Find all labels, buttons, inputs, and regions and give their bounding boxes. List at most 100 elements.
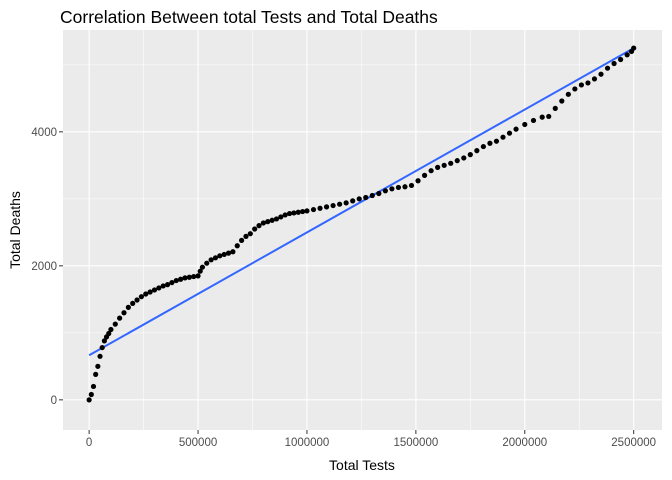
data-point	[106, 330, 112, 337]
y-tick-label: 2000	[31, 261, 57, 273]
data-point	[93, 371, 99, 377]
data-point	[522, 121, 528, 128]
data-point	[230, 249, 236, 255]
data-point	[500, 134, 506, 140]
data-point	[99, 344, 105, 351]
data-point	[95, 363, 101, 369]
data-point	[88, 391, 94, 398]
x-tick-label: 2500000	[611, 437, 656, 449]
data-point	[191, 273, 197, 280]
data-point	[343, 200, 349, 206]
data-point	[585, 80, 591, 86]
data-point	[506, 130, 513, 136]
data-point	[304, 208, 310, 214]
data-point	[376, 190, 382, 197]
data-point	[461, 155, 467, 161]
data-point	[363, 194, 369, 201]
data-point	[90, 383, 97, 390]
data-point	[291, 210, 297, 216]
data-point	[265, 219, 271, 225]
data-point	[121, 310, 127, 316]
data-point	[467, 152, 473, 158]
data-point	[310, 206, 317, 213]
data-point	[631, 45, 637, 51]
trend-line	[88, 47, 635, 357]
data-point	[173, 277, 179, 284]
data-point	[441, 162, 447, 168]
plot-panel	[63, 30, 662, 430]
data-point	[151, 287, 158, 293]
data-point	[212, 255, 219, 261]
data-point	[178, 276, 184, 282]
data-point	[225, 250, 232, 256]
data-point	[97, 353, 103, 359]
data-point	[546, 113, 552, 120]
data-point	[101, 338, 107, 344]
data-point	[204, 260, 210, 266]
data-point	[273, 216, 280, 222]
data-point	[278, 214, 284, 220]
data-point	[164, 282, 171, 288]
data-point	[147, 289, 153, 295]
data-point	[382, 188, 388, 194]
data-point	[428, 168, 434, 174]
data-point	[208, 257, 214, 263]
minor-gridlines	[63, 30, 662, 430]
data-point	[389, 186, 395, 192]
data-point	[243, 233, 249, 239]
data-point	[134, 297, 140, 303]
data-point	[286, 210, 293, 217]
data-point	[530, 117, 537, 124]
y-axis-title: Total Deaths	[7, 191, 23, 269]
data-point	[480, 143, 486, 150]
data-point	[624, 52, 630, 58]
data-point	[186, 274, 192, 280]
data-point	[598, 71, 604, 77]
data-point	[86, 397, 92, 403]
data-point	[604, 65, 611, 71]
data-point	[108, 326, 114, 333]
data-point	[252, 226, 258, 232]
data-point	[269, 217, 275, 223]
data-point	[282, 212, 288, 218]
data-point	[493, 138, 500, 144]
data-point	[256, 223, 262, 229]
data-point	[169, 279, 175, 286]
data-point	[448, 160, 454, 166]
data-point	[300, 208, 306, 215]
x-tick-label: 0	[86, 437, 92, 449]
data-point	[578, 82, 585, 88]
x-tick-label: 2000000	[502, 437, 547, 449]
data-point	[195, 273, 201, 279]
data-point	[611, 60, 617, 67]
data-point	[513, 126, 519, 132]
data-point	[317, 205, 323, 211]
data-points	[86, 45, 637, 403]
chart-title: Correlation Between total Tests and Tota…	[60, 7, 438, 27]
data-point	[572, 86, 578, 92]
data-point	[138, 294, 145, 300]
y-tick-label: 0	[51, 395, 57, 407]
data-point	[559, 98, 565, 104]
x-tick-label: 500000	[179, 437, 217, 449]
data-point	[130, 300, 136, 306]
data-point	[143, 291, 149, 297]
data-point	[591, 76, 598, 82]
data-point	[217, 253, 223, 259]
data-point	[199, 264, 206, 270]
data-point	[197, 268, 203, 274]
data-point	[112, 321, 118, 327]
data-point	[552, 105, 558, 111]
x-axis-ticks: 0 500000 1000000 1500000 2000000 2500000	[86, 430, 656, 449]
data-point	[395, 184, 402, 191]
data-point	[402, 184, 408, 190]
data-point	[408, 182, 415, 189]
data-point	[337, 201, 343, 207]
data-point	[487, 140, 493, 146]
data-point	[356, 196, 362, 202]
data-point	[618, 56, 624, 63]
data-point	[369, 192, 375, 199]
data-point	[415, 178, 421, 184]
